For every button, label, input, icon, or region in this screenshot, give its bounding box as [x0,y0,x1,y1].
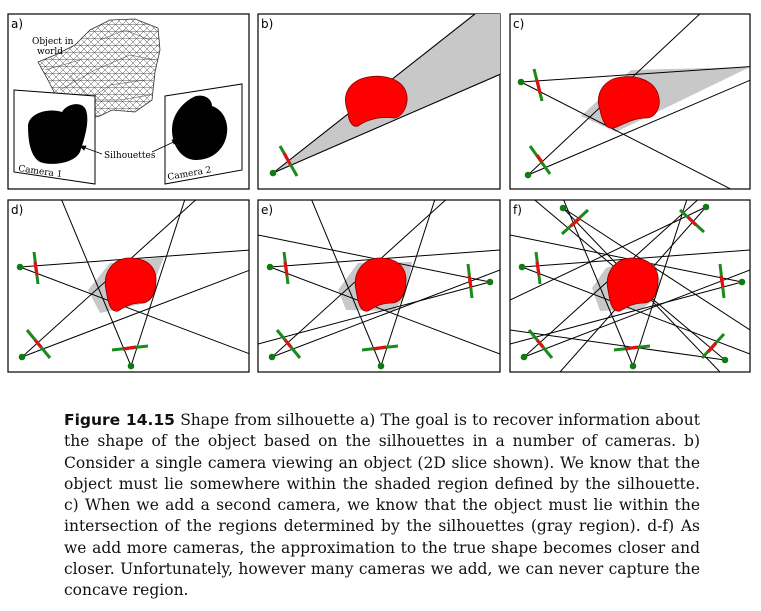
panel-f: f) [509,199,751,373]
panel-e-label: e) [261,203,273,217]
object-shape [104,257,157,312]
panel-d-label: d) [11,203,23,217]
camera-c-2 [524,145,552,179]
panel-b: b) [257,13,501,190]
silhouette-2 [172,95,228,160]
panel-b-label: b) [261,17,273,31]
camera-c-1 [517,68,544,102]
camera-f-2 [520,329,554,361]
camera-1-plane: Camera 1 [13,89,96,185]
camera-d-2 [18,329,52,361]
camera-f-1 [518,251,542,285]
panel-c: c) [509,13,751,190]
figure-caption: Figure 14.15 Shape from silhouette a) Th… [64,410,700,602]
camera-f-3 [613,344,651,370]
camera-2-plane: Camera 2 [164,83,243,185]
object-in-world-label-1: Object in [32,37,74,47]
camera-b [269,145,299,177]
camera-f-6 [678,203,710,234]
panel-e: e) [257,199,501,373]
silhouette-1 [28,104,88,164]
camera-e-2 [268,329,302,361]
object-shape [606,257,659,312]
camera-d-1 [16,251,40,285]
camera-e-3 [361,344,399,370]
camera-f-5 [559,204,590,236]
panel-f-label: f) [513,203,522,217]
camera-f-4 [718,263,746,299]
panel-a-label: a) [11,17,23,31]
camera-e-1 [266,251,290,285]
caption-text: Shape from silhouette a) The goal is to … [64,411,700,600]
camera-d-3 [111,344,149,370]
silhouettes-label: Silhouettes [104,151,156,161]
panel-c-label: c) [513,17,524,31]
object-in-world-label-2: world [37,47,63,57]
panel-d: d) [7,199,250,373]
object-shape [345,75,408,127]
figure-number: Figure 14.15 [64,411,175,429]
silhouette-arrows [79,139,179,155]
camera-f-7 [700,332,729,364]
object-shape [354,257,407,312]
camera-e-4 [466,263,494,299]
panel-a: a) Object in world Camera 1 Camera 2 Sil… [7,13,250,190]
object-shape [598,76,660,129]
figure-panels: a) Object in world Camera 1 Camera 2 Sil… [7,13,751,373]
